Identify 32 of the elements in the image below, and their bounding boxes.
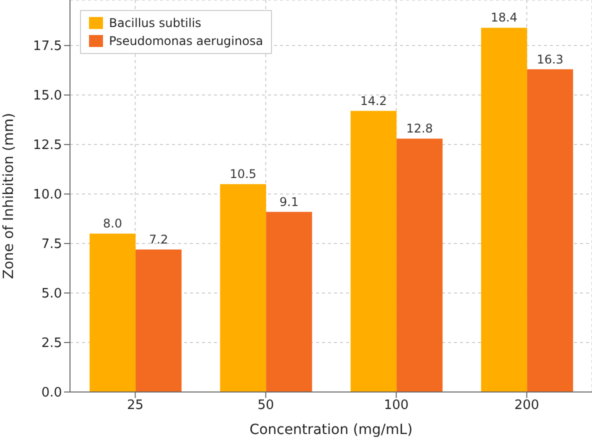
y-tick-label: 7.5: [41, 237, 62, 252]
x-tick-label: 25: [126, 398, 144, 414]
bar: [350, 110, 397, 392]
bar: [481, 28, 528, 392]
y-tick-label: 17.5: [33, 39, 62, 54]
y-tick-label: 2.5: [41, 336, 62, 352]
y-tick-label: 15.0: [33, 88, 62, 104]
x-tick-label: 200: [514, 398, 540, 414]
data-label: 12.8: [406, 122, 433, 136]
data-label: 8.0: [103, 216, 122, 231]
bar: [220, 184, 266, 392]
data-label: 18.4: [490, 10, 518, 25]
x-tick-label: 50: [257, 398, 274, 414]
bar: [266, 212, 312, 392]
bar: [136, 249, 182, 392]
legend-label: Pseudomonas aeruginosa: [109, 33, 264, 50]
y-tick-label: 12.5: [33, 138, 62, 154]
x-tick-label: 100: [384, 398, 409, 414]
data-label: 10.5: [230, 167, 256, 182]
x-axis-title: Concentration (mg/mL): [248, 421, 414, 440]
y-axis-title: Zone of Inhibition (mm): [0, 112, 17, 280]
y-tick-label: 5.0: [41, 286, 62, 302]
legend-label: Bacillus subtilis: [109, 15, 202, 32]
data-label: 14.2: [360, 94, 387, 108]
bar: [527, 69, 574, 392]
data-label: 16.3: [536, 52, 564, 66]
bar: [396, 138, 443, 392]
data-label: 7.2: [149, 232, 168, 246]
data-label: 9.1: [280, 194, 299, 209]
bar: [90, 234, 136, 392]
y-tick-label: 0.0: [41, 386, 62, 401]
y-tick-label: 10.0: [33, 188, 62, 203]
